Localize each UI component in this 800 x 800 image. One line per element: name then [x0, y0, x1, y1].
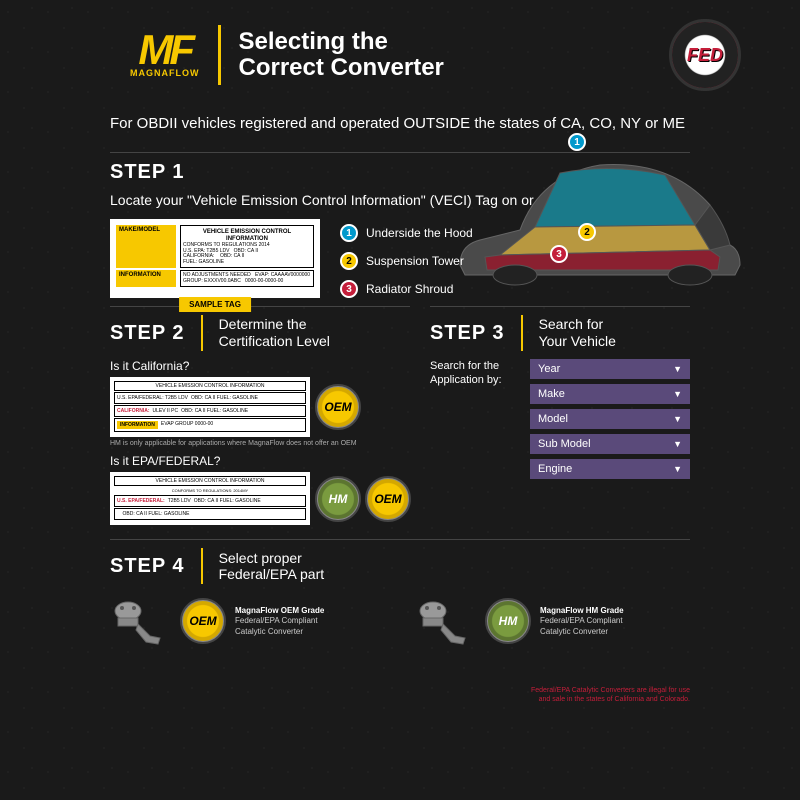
hm-badge-2: HM — [486, 599, 530, 643]
page-title: Selecting the Correct Converter — [239, 29, 653, 82]
step-4: STEP 4 Select proper Federal/EPA part OE… — [0, 531, 800, 654]
location-list: 1 Underside the Hood 2 Suspension Tower … — [340, 219, 473, 298]
dropdown-model[interactable]: Model▼ — [530, 409, 690, 429]
hm-badge: HM — [316, 477, 360, 521]
magnaflow-logo: MF MAGNAFLOW — [130, 32, 200, 78]
step1-label: STEP 1 — [110, 161, 185, 184]
q-federal: Is it EPA/FEDERAL? — [110, 454, 410, 468]
fed-badge: FED — [670, 20, 740, 90]
chevron-down-icon: ▼ — [673, 464, 682, 474]
part-oem: OEM MagnaFlow OEM Grade Federal/EPA Comp… — [110, 596, 385, 646]
step3-label: STEP 3 — [430, 322, 505, 345]
part-hm: HM MagnaFlow HM Grade Federal/EPA Compli… — [415, 596, 690, 646]
sample-tag-tab: SAMPLE TAG — [179, 297, 251, 312]
header-divider — [218, 25, 221, 85]
car-badge-1: 1 — [568, 133, 586, 151]
header: MF MAGNAFLOW Selecting the Correct Conve… — [0, 0, 800, 100]
converter-icon — [415, 596, 470, 646]
step4-label: STEP 4 — [110, 555, 185, 578]
dropdown-year[interactable]: Year▼ — [530, 359, 690, 379]
disclaimer: Federal/EPA Catalytic Converters are ill… — [531, 687, 690, 704]
logo-sub: MAGNAFLOW — [130, 68, 200, 78]
step3-desc: Search for Your Vehicle — [539, 316, 616, 350]
loc-suspension: 2 Suspension Tower — [340, 252, 473, 270]
step2-desc: Determine the Certification Level — [219, 316, 330, 350]
oem-badge-3: OEM — [181, 599, 225, 643]
q-california: Is it California? — [110, 359, 410, 373]
step4-desc: Select proper Federal/EPA part — [219, 550, 325, 584]
oem-badge-2: OEM — [366, 477, 410, 521]
chevron-down-icon: ▼ — [673, 439, 682, 449]
search-label: Search for the Application by: — [430, 359, 520, 479]
chevron-down-icon: ▼ — [673, 414, 682, 424]
chevron-down-icon: ▼ — [673, 364, 682, 374]
step-2: STEP 2 Determine the Certification Level… — [110, 306, 410, 525]
logo-main: MF — [138, 32, 191, 68]
converter-icon — [110, 596, 165, 646]
step-3: STEP 3 Search for Your Vehicle Search fo… — [430, 306, 690, 525]
tag-california: VEHICLE EMISSION CONTROL INFORMATION U.S… — [110, 377, 310, 437]
dropdown-engine[interactable]: Engine▼ — [530, 459, 690, 479]
hm-note: HM is only applicable for applications w… — [110, 440, 410, 448]
loc-radiator: 3 Radiator Shroud — [340, 280, 473, 298]
dropdown-submodel[interactable]: Sub Model▼ — [530, 434, 690, 454]
oem-badge: OEM — [316, 385, 360, 429]
step2-label: STEP 2 — [110, 322, 185, 345]
dropdown-make[interactable]: Make▼ — [530, 384, 690, 404]
tag-federal: VEHICLE EMISSION CONTROL INFORMATION CON… — [110, 472, 310, 525]
chevron-down-icon: ▼ — [673, 389, 682, 399]
sample-veci-tag: MAKE/MODELVEHICLE EMISSION CONTROL INFOR… — [110, 219, 320, 298]
loc-hood: 1 Underside the Hood — [340, 224, 473, 242]
